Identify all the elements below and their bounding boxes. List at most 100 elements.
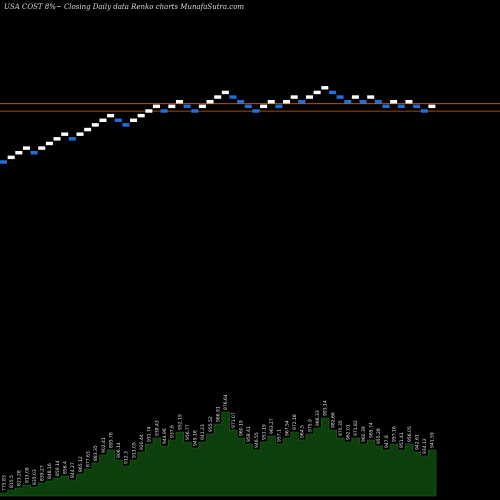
brick-down — [275, 104, 283, 109]
volume-label: 960.39 — [361, 426, 367, 442]
brick-down — [397, 104, 405, 109]
volume-label: 865.12 — [78, 456, 84, 472]
volume-label: 952.19 — [177, 414, 183, 430]
volume-label: 958.41 — [246, 426, 252, 442]
volume-label: 993.14 — [323, 400, 329, 416]
brick-down — [183, 104, 191, 109]
brick-up — [53, 137, 61, 141]
brick-up — [390, 99, 398, 104]
brick-down — [336, 95, 344, 99]
volume-label: 839.27 — [40, 465, 46, 481]
brick-up — [321, 86, 329, 90]
volume-label: 844.27 — [70, 462, 76, 478]
volume-label: 934.12 — [422, 438, 428, 454]
volume-label: 947.8 — [384, 435, 390, 448]
volume-area — [0, 411, 437, 497]
volume-label: 895.78 — [108, 432, 114, 448]
volume-label: 775.83 — [1, 475, 7, 491]
brick-down — [344, 99, 352, 104]
brick-up — [76, 132, 84, 136]
brick-up — [367, 95, 375, 99]
brick-down — [374, 99, 382, 104]
volume-label: 964.5 — [300, 425, 306, 438]
brick-up — [221, 90, 229, 95]
brick-up — [290, 95, 298, 99]
volume-label: 937.6 — [170, 425, 176, 438]
volume-label: 975.9 — [307, 419, 313, 432]
volume-label: 976.64 — [223, 394, 229, 410]
volume-label: 859.14 — [55, 460, 61, 476]
brick-down — [252, 109, 260, 113]
volume-label: 955.28 — [376, 428, 382, 444]
volume-label: 960.19 — [238, 420, 244, 436]
volume-label: 813.08 — [24, 467, 30, 483]
brick-up — [260, 104, 268, 109]
volume-label: 823.28 — [17, 470, 23, 486]
brick-up — [38, 146, 46, 150]
volume-label: 946.55 — [254, 432, 260, 448]
volume-label: 938.43 — [154, 420, 160, 436]
volume-label: 931.74 — [147, 426, 153, 442]
brick-up — [206, 99, 214, 104]
brick-up — [214, 95, 222, 99]
volume-label: 944.96 — [162, 428, 168, 444]
brick-up — [84, 127, 92, 132]
volume-label: 967.54 — [284, 420, 290, 436]
volume-label: 971.82 — [353, 420, 359, 436]
volume-label: 956.77 — [185, 424, 191, 440]
brick-up — [45, 141, 53, 146]
brick-down — [420, 109, 428, 113]
brick-down — [229, 95, 237, 99]
brick-up — [267, 99, 275, 104]
brick-up — [428, 104, 436, 109]
brick-down — [30, 151, 38, 155]
brick-up — [15, 151, 23, 155]
brick-down — [413, 104, 421, 109]
volume-label: 969.74 — [369, 422, 375, 438]
brick-up — [61, 132, 69, 136]
volume-label: 972.18 — [292, 414, 298, 430]
reference-lines — [0, 103, 500, 112]
brick-up — [283, 99, 291, 104]
brick-up — [145, 109, 153, 113]
volume-label: 982.66 — [330, 412, 336, 428]
volume-label: 957.16 — [391, 426, 397, 442]
brick-up — [351, 95, 359, 99]
brick-down — [298, 99, 306, 104]
volume-labels: 775.83 815.5 823.28 813.08 835.03 839.27 848.1… — [1, 394, 435, 491]
brick-up — [137, 113, 145, 118]
renko-bricks — [0, 86, 436, 164]
volume-label: 941.23 — [200, 424, 206, 440]
volume-label: 942.61 — [414, 434, 420, 450]
volume-label: 951.19 — [261, 424, 267, 440]
volume-label: 912.3 — [124, 451, 130, 464]
brick-up — [175, 99, 183, 104]
brick-up — [99, 118, 107, 122]
volume-label: 941.59 — [430, 432, 436, 448]
volume-label: 902.41 — [101, 437, 107, 453]
volume-label: 949.18 — [193, 430, 199, 446]
volume-label: 957.1 — [277, 429, 283, 442]
brick-up — [7, 155, 15, 160]
volume-label: 815.5 — [9, 475, 15, 488]
brick-down — [0, 160, 7, 164]
chart-header: USA COST 8%~ Closing Daily data Renko ch… — [4, 3, 244, 11]
brick-down — [191, 109, 199, 113]
volume-label: 966.91 — [216, 406, 222, 422]
brick-up — [107, 113, 115, 118]
brick-up — [130, 118, 138, 122]
volume-label: 856.4 — [63, 461, 69, 474]
brick-down — [328, 90, 336, 95]
volume-label: 986.33 — [315, 410, 321, 426]
volume-label: 955.52 — [208, 416, 214, 432]
volume-label: 963.27 — [269, 418, 275, 434]
brick-up — [405, 99, 413, 104]
volume-label: 877.63 — [85, 451, 91, 467]
brick-up — [198, 104, 206, 109]
brick-down — [114, 118, 122, 122]
volume-label: 920.44 — [139, 434, 145, 450]
volume-label: 913.05 — [131, 442, 137, 458]
volume-label: 883.35 — [93, 445, 99, 461]
